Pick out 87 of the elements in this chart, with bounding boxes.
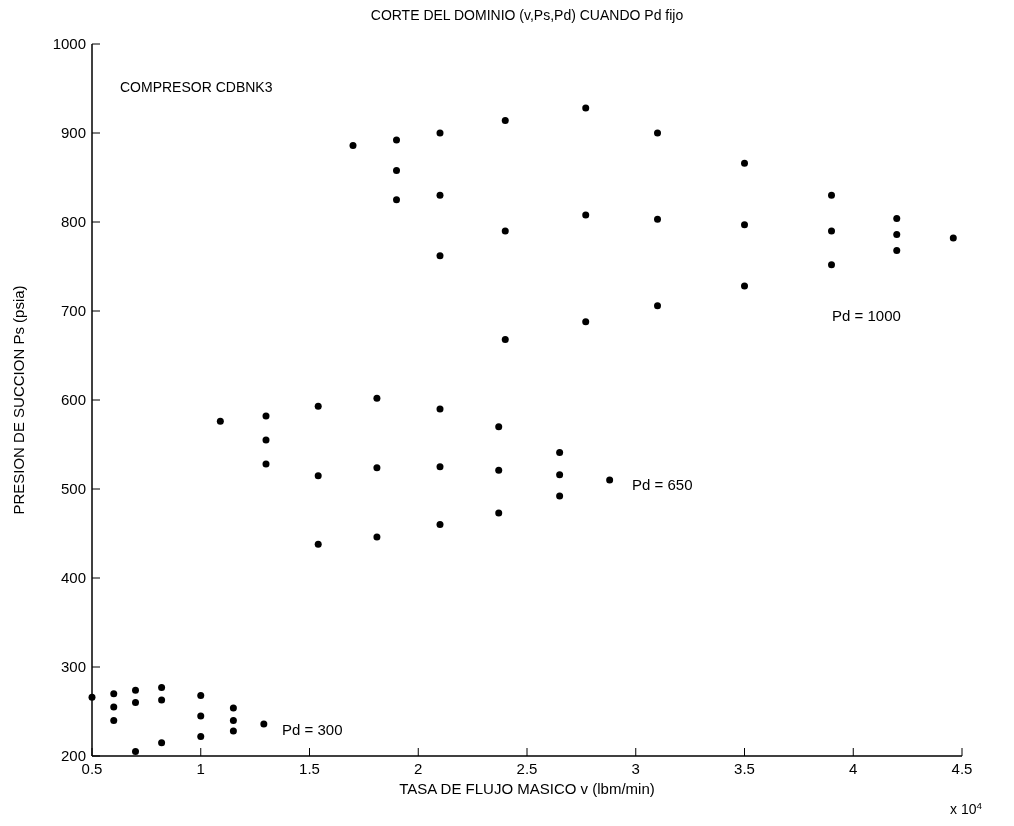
point bbox=[654, 129, 661, 137]
point bbox=[828, 261, 835, 269]
point bbox=[436, 463, 444, 471]
point bbox=[314, 472, 322, 480]
point bbox=[436, 252, 444, 260]
chart-title: CORTE DEL DOMINIO (v,Ps,Pd) CUANDO Pd fijo bbox=[370, 7, 684, 23]
point bbox=[828, 191, 835, 199]
point bbox=[197, 732, 205, 740]
y-tick-label: 800 bbox=[60, 213, 86, 230]
point bbox=[606, 476, 614, 484]
point bbox=[262, 460, 270, 468]
point bbox=[556, 471, 564, 479]
point bbox=[828, 227, 835, 235]
point bbox=[158, 683, 166, 691]
point bbox=[582, 211, 590, 219]
point bbox=[501, 335, 509, 343]
x-tick-label: 4.5 bbox=[951, 760, 973, 777]
point bbox=[582, 104, 590, 112]
annotation: Pd = 1000 bbox=[832, 307, 901, 324]
point bbox=[893, 214, 901, 222]
annotation: Pd = 650 bbox=[632, 476, 693, 493]
point bbox=[949, 234, 957, 242]
point bbox=[893, 230, 901, 238]
point bbox=[197, 712, 205, 720]
point bbox=[260, 720, 268, 728]
point bbox=[197, 691, 205, 699]
x-tick-label: 4 bbox=[849, 760, 858, 777]
point bbox=[495, 509, 503, 517]
point bbox=[373, 464, 381, 472]
point bbox=[132, 686, 139, 694]
point bbox=[110, 716, 118, 724]
point bbox=[741, 221, 748, 229]
point bbox=[110, 690, 118, 698]
point bbox=[556, 492, 564, 500]
x-tick-label: 3.5 bbox=[734, 760, 755, 777]
y-tick-label: 300 bbox=[60, 658, 86, 675]
point bbox=[88, 693, 96, 701]
y-tick-label: 400 bbox=[60, 569, 86, 586]
point bbox=[582, 318, 590, 326]
point bbox=[741, 159, 748, 167]
point bbox=[654, 215, 661, 223]
y-tick-label: 900 bbox=[60, 124, 86, 141]
point bbox=[501, 227, 509, 235]
point bbox=[314, 540, 322, 548]
text: x 10$^{4}$ bbox=[950, 799, 983, 817]
point bbox=[501, 117, 509, 125]
point bbox=[229, 704, 237, 712]
point bbox=[229, 727, 237, 735]
point bbox=[132, 699, 139, 707]
y-tick-label: 500 bbox=[60, 480, 86, 497]
x-tick-label: 1 bbox=[196, 760, 205, 777]
point bbox=[436, 521, 444, 529]
y-tick-label: 600 bbox=[60, 391, 86, 408]
x-tick-label: 3 bbox=[631, 760, 640, 777]
point bbox=[229, 716, 237, 724]
x-tick-label: 2.5 bbox=[516, 760, 538, 777]
point bbox=[132, 748, 139, 756]
point bbox=[373, 533, 381, 541]
point bbox=[741, 282, 748, 290]
y-tick-label: 1000 bbox=[52, 35, 86, 52]
x-axis-title: TASA DE FLUJO MASICO v (lbm/min) bbox=[399, 780, 655, 797]
y-axis-title: PRESION DE SUCCION Ps (psia) bbox=[10, 285, 27, 515]
y-tick-label: 700 bbox=[60, 302, 86, 319]
point bbox=[110, 703, 118, 711]
point bbox=[314, 402, 322, 410]
point bbox=[436, 129, 444, 137]
point bbox=[393, 196, 400, 204]
point bbox=[349, 141, 357, 149]
x-tick-label: 2 bbox=[414, 760, 423, 777]
point bbox=[436, 405, 444, 413]
point bbox=[393, 166, 400, 174]
point bbox=[373, 394, 381, 402]
x-tick-label: 1.5 bbox=[299, 760, 320, 777]
annotation: Pd = 300 bbox=[282, 721, 343, 738]
point bbox=[262, 436, 270, 444]
point bbox=[556, 449, 564, 457]
point bbox=[158, 739, 166, 747]
point bbox=[495, 466, 503, 474]
point bbox=[158, 696, 166, 704]
point bbox=[436, 191, 444, 199]
point bbox=[262, 412, 270, 420]
point bbox=[393, 136, 400, 144]
point bbox=[216, 417, 224, 425]
point bbox=[893, 246, 901, 254]
point bbox=[654, 302, 661, 310]
point bbox=[495, 423, 503, 431]
annotation: COMPRESOR CDBNK3 bbox=[120, 79, 273, 95]
